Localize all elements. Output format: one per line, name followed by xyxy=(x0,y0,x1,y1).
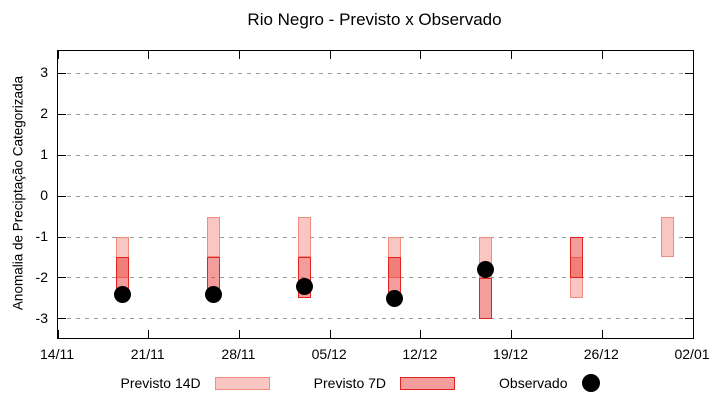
y-tick xyxy=(685,195,693,197)
x-tick xyxy=(329,330,331,338)
legend-label-previsto-14d: Previsto 14D xyxy=(120,375,201,391)
y-tick-label: -1 xyxy=(35,228,48,245)
x-tick xyxy=(329,51,331,59)
y-tick xyxy=(685,72,693,74)
x-tick xyxy=(511,51,513,59)
y-gridline xyxy=(58,113,693,115)
x-tick xyxy=(148,330,150,338)
x-tick xyxy=(148,51,150,59)
dot-observado xyxy=(386,289,404,307)
y-tick xyxy=(58,277,66,279)
y-tick xyxy=(58,72,66,74)
x-tick-label: 21/11 xyxy=(130,346,165,362)
legend-label-previsto-7d: Previsto 7D xyxy=(313,375,387,391)
y-gridline xyxy=(58,72,693,74)
legend-item-previsto-7d: Previsto 7D xyxy=(313,375,456,391)
x-tick-label: 05/12 xyxy=(311,346,347,362)
dot-observado xyxy=(477,261,495,279)
x-tick xyxy=(601,330,603,338)
y-tick xyxy=(685,236,693,238)
y-tick xyxy=(58,154,66,156)
legend-item-previsto-14d: Previsto 14D xyxy=(121,375,270,391)
y-gridline xyxy=(58,318,693,320)
x-tick-label: 14/11 xyxy=(40,346,74,362)
y-tick-label: -3 xyxy=(35,309,48,326)
x-tick xyxy=(692,330,694,338)
y-tick xyxy=(58,318,66,320)
y-gridline xyxy=(58,154,693,156)
observado-dot-swatch xyxy=(581,374,600,392)
y-tick xyxy=(685,318,693,320)
x-tick xyxy=(420,51,422,59)
y-gridline xyxy=(58,195,693,197)
bar-previsto-14d xyxy=(569,257,583,299)
x-tick xyxy=(692,51,694,59)
x-tick-label: 19/12 xyxy=(493,346,529,362)
x-tick-label: 26/12 xyxy=(583,346,619,362)
x-tick xyxy=(57,51,59,59)
x-tick xyxy=(238,51,240,59)
y-tick xyxy=(58,236,66,238)
x-tick-label: 12/12 xyxy=(402,346,438,362)
legend: Previsto 14D Previsto 7D Observado xyxy=(0,374,720,392)
y-tick-label: 0 xyxy=(40,187,48,204)
x-tick-label: 28/11 xyxy=(221,346,256,362)
y-gridline xyxy=(58,236,693,238)
bar-previsto-14d xyxy=(660,216,674,258)
bar-previsto-7d xyxy=(569,237,583,278)
legend-label-observado: Observado xyxy=(499,375,568,391)
dot-observado xyxy=(114,285,132,303)
x-tick xyxy=(511,330,513,338)
x-tick xyxy=(57,330,59,338)
dot-observado xyxy=(295,277,313,295)
x-tick xyxy=(238,330,240,338)
x-tick xyxy=(420,330,422,338)
y-tick-label: -2 xyxy=(35,268,48,285)
x-tick xyxy=(601,51,603,59)
y-tick-label: 1 xyxy=(40,146,48,163)
y-tick-label: 2 xyxy=(40,105,48,122)
bar-previsto-14d xyxy=(297,216,311,258)
y-gridline xyxy=(58,277,693,279)
bar-previsto-7d xyxy=(479,277,493,319)
y-tick xyxy=(685,154,693,156)
y-tick-label: 3 xyxy=(40,64,48,81)
previsto-14d-swatch xyxy=(214,376,270,390)
x-tick-label: 02/01 xyxy=(674,346,710,362)
previsto-7d-swatch xyxy=(400,376,456,390)
y-tick xyxy=(58,195,66,197)
bar-previsto-14d xyxy=(207,216,220,258)
y-tick xyxy=(685,113,693,115)
legend-item-observado: Observado xyxy=(499,374,600,392)
chart-title: Rio Negro - Previsto x Observado xyxy=(247,10,502,29)
y-tick xyxy=(58,113,66,115)
y-tick xyxy=(685,277,693,279)
plot-area xyxy=(57,50,694,339)
dot-observado xyxy=(205,285,222,303)
